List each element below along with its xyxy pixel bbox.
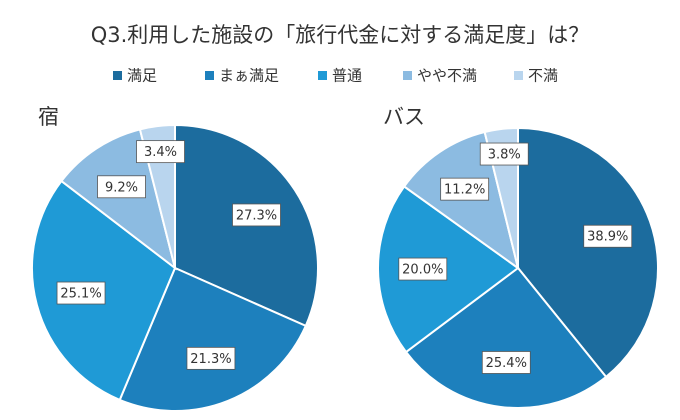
legend-swatch: [205, 71, 214, 80]
data-label: 9.2%: [105, 180, 138, 195]
data-label-box: [97, 175, 146, 199]
data-label: 21.3%: [190, 352, 231, 367]
pie-slice: [517, 126, 659, 379]
pie-slice: [60, 128, 177, 271]
pie-slice: [377, 185, 520, 354]
pie-title: 宿: [38, 105, 59, 129]
data-label: 27.3%: [236, 208, 277, 223]
data-label-box: [440, 177, 490, 201]
legend-label: やや不満: [417, 67, 477, 85]
legend-swatch: [514, 71, 523, 80]
data-label-box: [136, 140, 185, 164]
legend-label: 不満: [528, 67, 558, 85]
legend-swatch: [113, 71, 122, 80]
data-label: 25.4%: [486, 356, 527, 371]
legend-label: 普通: [332, 67, 362, 85]
data-label: 25.1%: [60, 287, 101, 302]
data-label-box: [481, 351, 531, 374]
legend-swatch: [318, 71, 327, 80]
data-label-box: [479, 142, 529, 166]
legend-label: 満足: [127, 67, 157, 85]
data-label-box: [232, 203, 281, 227]
legend-label: まぁ満足: [219, 67, 279, 85]
pie-title: バス: [383, 105, 425, 129]
data-label-box: [398, 257, 448, 281]
data-label: 11.2%: [444, 183, 485, 198]
data-label: 20.0%: [402, 263, 443, 278]
data-label-box: [56, 281, 106, 305]
legend-swatch: [403, 71, 412, 80]
pie-slice: [404, 266, 608, 409]
data-label: 3.4%: [144, 145, 177, 160]
data-label-box: [186, 346, 236, 370]
data-label: 38.9%: [587, 230, 628, 245]
data-label-box: [583, 224, 633, 248]
pie-slice: [118, 266, 308, 412]
data-label: 3.8%: [488, 148, 521, 163]
chart-title: Q3.利用した施設の「旅行代金に対する満足度」は？: [91, 23, 590, 47]
